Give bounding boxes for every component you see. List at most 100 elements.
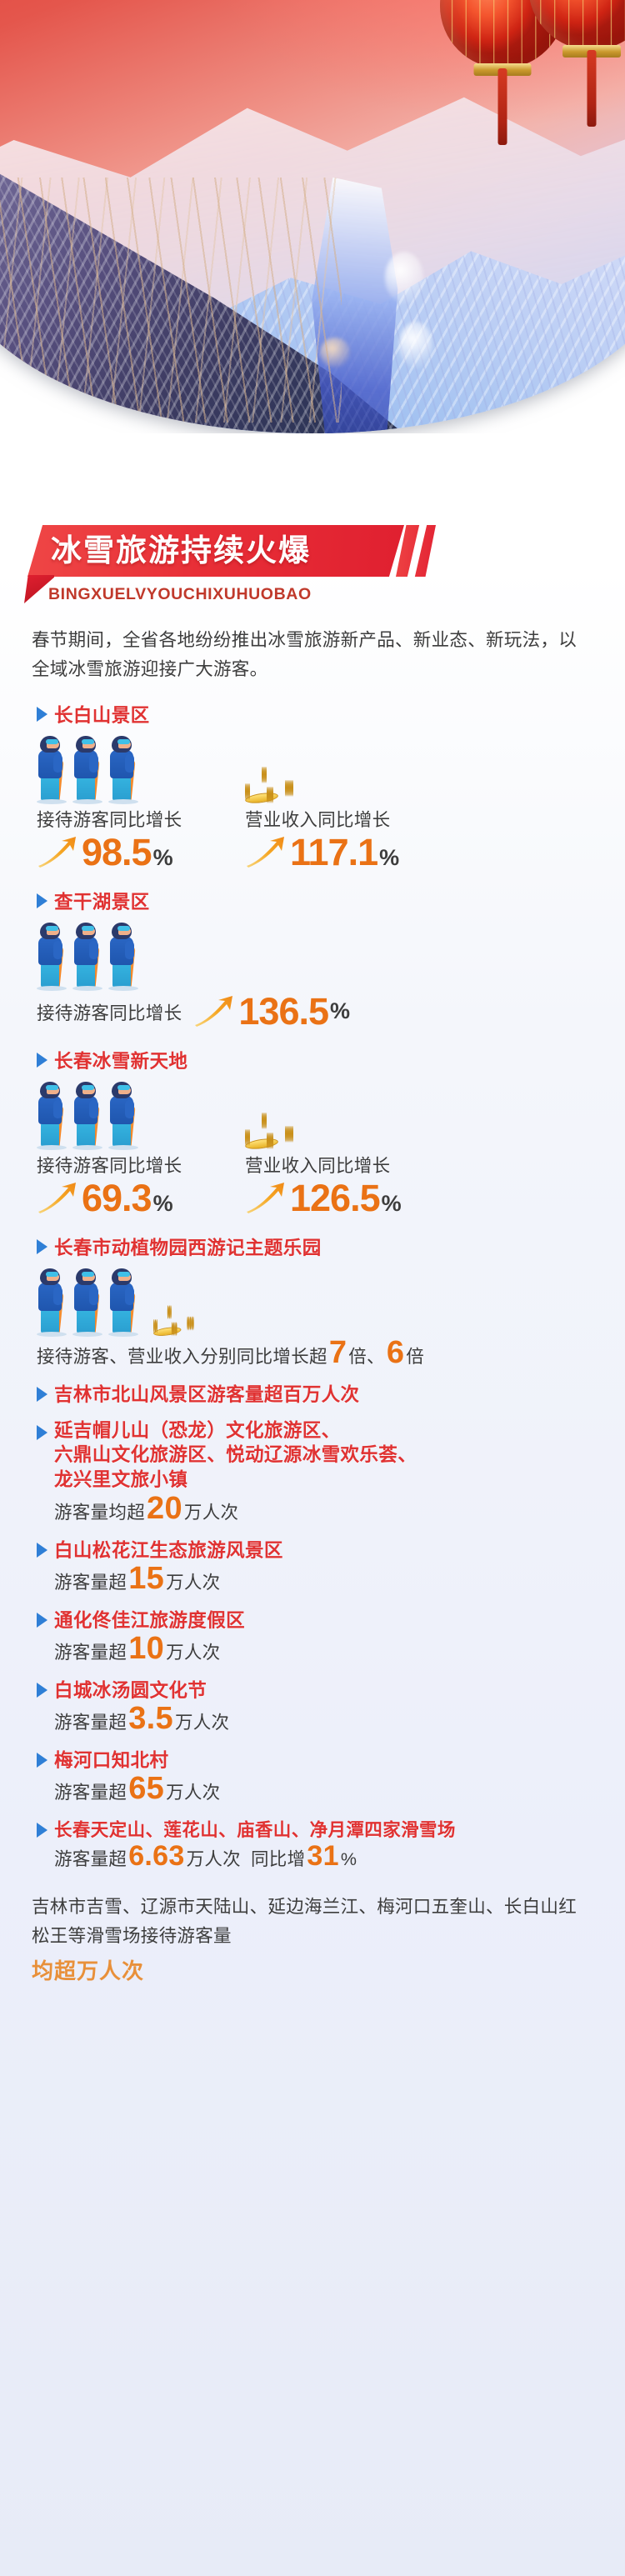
metric-unit: % <box>152 844 173 870</box>
metric-label: 营业收入同比增长 <box>245 1155 391 1176</box>
section-xiyouji-park: 长春市动植物园西游记主题乐园 接待游客、营业收入分别同比增长超 7 倍、 6 倍 <box>37 1233 625 1368</box>
list-item-detail: 游客量超 65 万人次 <box>54 1770 625 1806</box>
coins-icon <box>244 1078 335 1151</box>
detail-value: 3.5 <box>128 1700 173 1736</box>
bare-trees <box>0 177 342 423</box>
list-item: 梅河口知北村 游客量超 65 万人次 <box>37 1746 625 1804</box>
park-growth-value-visitors: 7 <box>328 1334 348 1370</box>
detail-mid: 万人次 <box>186 1848 241 1869</box>
list-item-title: 通化佟佳江旅游度假区 <box>54 1609 246 1631</box>
list-item-header: 吉林市北山风景区游客量超百万人次 <box>37 1380 625 1407</box>
metric-label: 接待游客同比增长 <box>37 1003 182 1023</box>
metric-unit: % <box>152 1190 173 1216</box>
metric-revenue: 营业收入同比增长 126.5 % <box>244 1078 453 1217</box>
metric-label: 营业收入同比增长 <box>245 809 391 830</box>
intro-paragraph: 春节期间，全省各地纷纷推出冰雪旅游新产品、新业态、新玩法，以全域冰雪旅游迎接广大… <box>32 630 578 679</box>
detail-value: 6.63 <box>128 1839 185 1872</box>
list-item-header: 延吉帽儿山（恐龙）文化旅游区、 六鼎山文化旅游区、悦动辽源冰雪欢乐荟、 龙兴里文… <box>37 1418 625 1493</box>
title-banner: 冰雪旅游持续火爆 <box>24 525 436 603</box>
list-item-detail: 游客量超 3.5 万人次 <box>54 1700 625 1736</box>
detail-prefix: 游客量超 <box>54 1642 128 1663</box>
detail-suffix: 万人次 <box>166 1642 221 1663</box>
detail-prefix: 游客量超 <box>54 1572 128 1593</box>
coins-icon <box>152 1276 229 1338</box>
triangle-bullet-icon <box>37 1682 48 1698</box>
metric-group: 接待游客同比增长 69.3 % 营业收入同比增长 <box>37 1078 625 1217</box>
detail-value: 15 <box>128 1560 165 1596</box>
section-header: 长春市动植物园西游记主题乐园 <box>37 1233 625 1260</box>
list-item: 白山松花江生态旅游风景区 游客量超 15 万人次 <box>37 1536 625 1594</box>
list-item-header: 梅河口知北村 <box>37 1746 625 1773</box>
section-title: 长春冰雪新天地 <box>54 1050 188 1072</box>
bokeh-light <box>399 321 433 368</box>
lantern-icon <box>528 0 625 127</box>
title-block: 冰雪旅游持续火爆 BINGXUELVYOUCHIXUHUOBAO <box>0 525 625 604</box>
closing-text: 吉林市吉雪、辽源市天陆山、延边海兰江、梅河口五奎山、长白山红松王等滑雪场接待游客… <box>32 1896 578 1946</box>
list-item-header: 白山松花江生态旅游风景区 <box>37 1536 625 1563</box>
detail-value: 65 <box>128 1770 165 1806</box>
list-item-detail: 游客量均超 20 万人次 <box>54 1493 625 1524</box>
triangle-bullet-icon <box>37 1542 48 1558</box>
metric-value: 126.5 % <box>245 1179 453 1217</box>
metric-value: 接待游客同比增长 136.5 % <box>37 993 625 1030</box>
triangle-bullet-icon <box>37 1822 48 1838</box>
triangle-bullet-icon <box>37 1238 48 1254</box>
metric-label: 接待游客同比增长 <box>37 809 182 830</box>
section-title: 查干湖景区 <box>54 891 150 913</box>
section-header: 长春冰雪新天地 <box>37 1047 625 1073</box>
detail-suffix: 万人次 <box>174 1712 230 1733</box>
title-pinyin: BINGXUELVYOUCHIXUHUOBAO <box>48 585 312 603</box>
triangle-bullet-icon <box>37 706 48 722</box>
list-item: 白城冰汤圆文化节 游客量超 3.5 万人次 <box>37 1676 625 1734</box>
detail-prefix: 游客量超 <box>54 1712 128 1733</box>
detail-suffix: 万人次 <box>166 1572 221 1593</box>
triangle-bullet-icon <box>37 893 48 908</box>
list-item-header: 白城冰汤圆文化节 <box>37 1676 625 1703</box>
detail-suffix: 万人次 <box>183 1502 239 1523</box>
metric-unit: % <box>330 998 351 1023</box>
park-growth-unit-visitors: 倍、 <box>348 1346 385 1367</box>
triangle-bullet-icon <box>37 1752 48 1768</box>
hero-image-clip <box>0 0 625 433</box>
bokeh-light <box>385 252 423 304</box>
section-changbaishan: 长白山景区 接待游客同比增长 98.5 % <box>37 701 625 871</box>
metric-number: 126.5 <box>290 1176 381 1219</box>
park-growth-prefix: 接待游客、营业收入分别同比增长超 <box>37 1346 328 1367</box>
park-growth-line: 接待游客、营业收入分别同比增长超 7 倍、 6 倍 <box>37 1334 625 1370</box>
metric-value: 69.3 % <box>37 1179 245 1217</box>
metric-number: 136.5 <box>238 989 329 1033</box>
skier-icon <box>37 1265 138 1337</box>
list-item-header: 长春天定山、莲花山、庙香山、净月潭四家滑雪场 <box>37 1816 625 1842</box>
list-item-detail: 游客量超 10 万人次 <box>54 1630 625 1666</box>
detail-value: 10 <box>128 1630 165 1666</box>
metric-unit: % <box>381 1190 402 1216</box>
section-title: 长白山景区 <box>54 704 150 726</box>
skier-icon <box>37 919 625 991</box>
list-item-title: 长春天定山、莲花山、庙香山、净月潭四家滑雪场 <box>54 1819 456 1840</box>
closing-block: 吉林市吉雪、辽源市天陆山、延边海兰江、梅河口五奎山、长白山红松王等滑雪场接待游客… <box>32 1893 593 1989</box>
section-title: 长春市动植物园西游记主题乐园 <box>54 1237 322 1258</box>
detail-prefix: 游客量超 <box>54 1782 128 1803</box>
skier-icon <box>37 733 245 804</box>
list-item-detail: 游客量超 15 万人次 <box>54 1560 625 1596</box>
section-chaganhu: 查干湖景区 接待游客同比增长 136.5 % <box>37 888 625 1030</box>
metric-visitors: 接待游客同比增长 136.5 % <box>37 919 625 1030</box>
list-item-ski-resorts: 长春天定山、莲花山、庙香山、净月潭四家滑雪场 游客量超 6.63 万人次 同比增… <box>37 1816 625 1871</box>
yoy-unit: % <box>340 1848 358 1869</box>
metric-group: 接待游客同比增长 98.5 % 营业收入同比增长 <box>37 733 625 871</box>
metric-number: 69.3 <box>82 1176 152 1219</box>
triangle-bullet-icon <box>37 1612 48 1628</box>
metric-number: 98.5 <box>82 830 152 873</box>
metric-label: 接待游客同比增长 <box>37 1155 182 1176</box>
list-item-header: 通化佟佳江旅游度假区 <box>37 1606 625 1633</box>
skier-icon <box>37 1078 245 1150</box>
detail-suffix: 万人次 <box>166 1782 221 1803</box>
park-icons <box>37 1265 625 1338</box>
detail-prefix: 游客量均超 <box>54 1502 146 1523</box>
metric-visitors: 接待游客同比增长 69.3 % <box>37 1078 245 1217</box>
banner-shape <box>28 525 404 577</box>
park-growth-unit-revenue: 倍 <box>406 1346 425 1367</box>
section-header: 查干湖景区 <box>37 888 625 914</box>
list-item-title: 延吉帽儿山（恐龙）文化旅游区、 六鼎山文化旅游区、悦动辽源冰雪欢乐荟、 龙兴里文… <box>54 1419 418 1491</box>
hero-banner <box>0 0 625 433</box>
